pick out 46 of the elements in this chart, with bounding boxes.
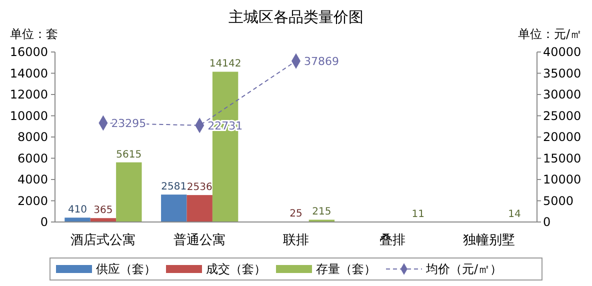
data-label: 410 [68,204,88,216]
y2-tick-label: 20000 [543,130,582,144]
bar [64,218,90,222]
bar [186,195,212,222]
y2-tick-label: 40000 [543,45,582,59]
data-label: 5615 [116,149,142,160]
bar [116,162,142,222]
data-label: 2536 [186,182,212,194]
legend-label: 均价（元/㎡） [425,262,502,276]
data-label: 14142 [209,58,242,70]
data-label: 215 [312,206,332,218]
y2-tick-label: 0 [543,215,551,229]
data-label: 37869 [304,55,339,68]
x-tick-label: 叠排 [379,233,406,248]
y-tick-label: 4000 [17,172,48,186]
data-label: 11 [412,208,424,220]
y-tick-label: 10000 [10,108,48,123]
data-label: 2581 [161,182,187,193]
y2-tick-label: 30000 [543,88,582,102]
legend-label: 供应（套） [96,262,156,276]
legend-label: 存量（套） [316,262,376,276]
y2-axis-title: 单位：元/㎡ [518,27,582,41]
x-tick-label: 联排 [283,233,309,248]
data-label: 23295 [111,116,146,130]
y2-tick-label: 10000 [543,172,582,186]
data-label: 25 [290,208,302,220]
x-tick-label: 酒店式公寓 [70,232,136,248]
x-tick-label: 独幢别墅 [462,233,515,248]
bar [161,194,187,222]
data-label: 14 [508,208,521,220]
y2-tick-label: 25000 [543,108,582,123]
y-tick-label: 6000 [17,151,48,166]
y-tick-label: 14000 [10,66,48,80]
x-tick-label: 普通公寓 [174,232,226,248]
chart-title: 主城区各品类量价图 [228,8,364,26]
y2-tick-label: 5000 [543,194,574,208]
data-label: 365 [94,205,113,216]
y-tick-label: 8000 [17,130,48,144]
y2-tick-label: 15000 [543,151,582,166]
y2-tick-label: 35000 [543,66,582,80]
legend-label: 成交（套） [206,262,266,276]
y-axis-title: 单位：套 [10,27,58,41]
y-tick-label: 2000 [17,194,48,208]
y-tick-label: 0 [40,215,48,229]
y-tick-label: 12000 [10,88,48,102]
y-tick-label: 16000 [10,45,48,59]
